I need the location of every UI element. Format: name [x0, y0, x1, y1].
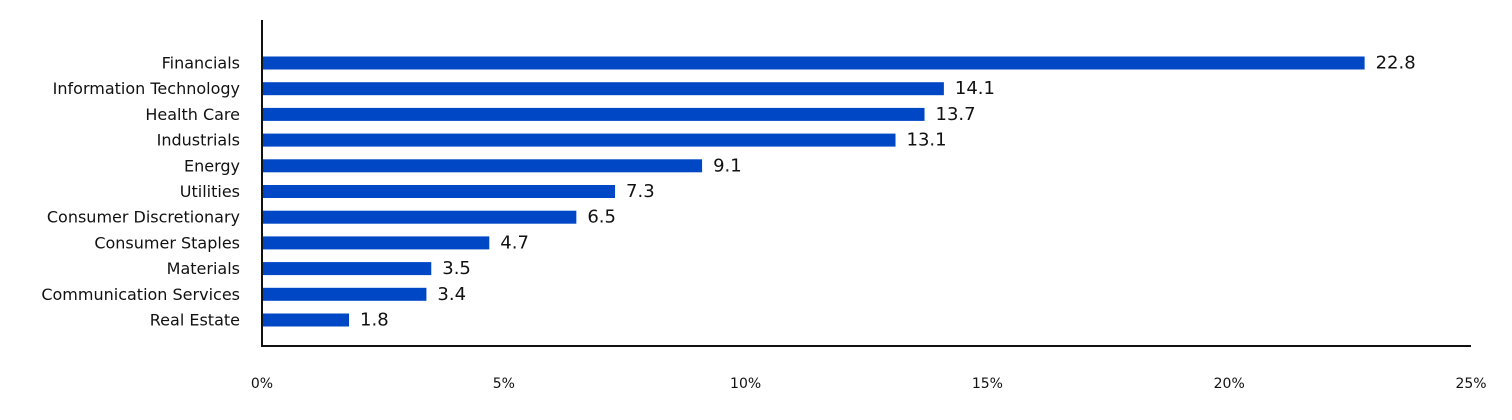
category-label-financials: Financials	[162, 54, 240, 73]
bars-layer	[262, 56, 1365, 327]
value-label-real-estate: 1.8	[360, 310, 389, 331]
value-label-energy: 9.1	[713, 155, 742, 176]
category-label-energy: Energy	[184, 156, 240, 175]
value-labels: 22.8 14.1 13.7 13.1 9.1 7.3 6.5 4.7 3.5 3.4 1.8	[360, 53, 1416, 331]
category-label-materials: Materials	[167, 259, 240, 278]
x-tick-label: 5%	[493, 376, 515, 392]
value-label-information-technology: 14.1	[955, 78, 995, 99]
value-label-health-care: 13.7	[936, 104, 976, 125]
bar-consumer-staples	[262, 236, 490, 250]
category-label-utilities: Utilities	[180, 182, 240, 201]
category-label-real-estate: Real Estate	[150, 311, 240, 330]
bar-utilities	[262, 185, 616, 198]
bar-health-care	[262, 107, 925, 121]
x-axis-tick-labels: 0% 5% 10% 15% 20% 25%	[251, 376, 1487, 392]
bar-information-technology	[262, 82, 944, 96]
category-labels: Financials Information Technology Health C…	[41, 54, 240, 330]
value-label-communication-services: 3.4	[437, 284, 466, 305]
value-label-consumer-staples: 4.7	[500, 232, 529, 253]
category-label-health-care: Health Care	[145, 105, 240, 124]
x-tick-label: 15%	[972, 376, 1003, 392]
category-label-consumer-staples: Consumer Staples	[94, 233, 240, 252]
value-label-industrials: 13.1	[907, 130, 947, 151]
category-label-industrials: Industrials	[157, 131, 240, 150]
category-label-information-technology: Information Technology	[53, 79, 240, 98]
bar-communication-services	[262, 287, 427, 301]
bar-industrials	[262, 133, 896, 147]
bar-financials	[262, 56, 1365, 70]
value-label-financials: 22.8	[1376, 53, 1416, 74]
axes	[261, 20, 1471, 347]
x-tick-label: 25%	[1455, 376, 1486, 392]
bar-materials	[262, 262, 432, 276]
value-label-materials: 3.5	[442, 258, 471, 279]
bar-consumer-discretionary	[262, 210, 577, 224]
value-label-consumer-discretionary: 6.5	[587, 207, 616, 228]
value-label-utilities: 7.3	[626, 181, 655, 202]
category-label-consumer-discretionary: Consumer Discretionary	[47, 208, 240, 227]
bar-real-estate	[262, 313, 350, 327]
x-tick-label: 10%	[730, 376, 761, 392]
x-tick-label: 20%	[1214, 376, 1245, 392]
bar-energy	[262, 159, 703, 173]
category-label-communication-services: Communication Services	[41, 285, 240, 304]
x-tick-label: 0%	[251, 376, 273, 392]
